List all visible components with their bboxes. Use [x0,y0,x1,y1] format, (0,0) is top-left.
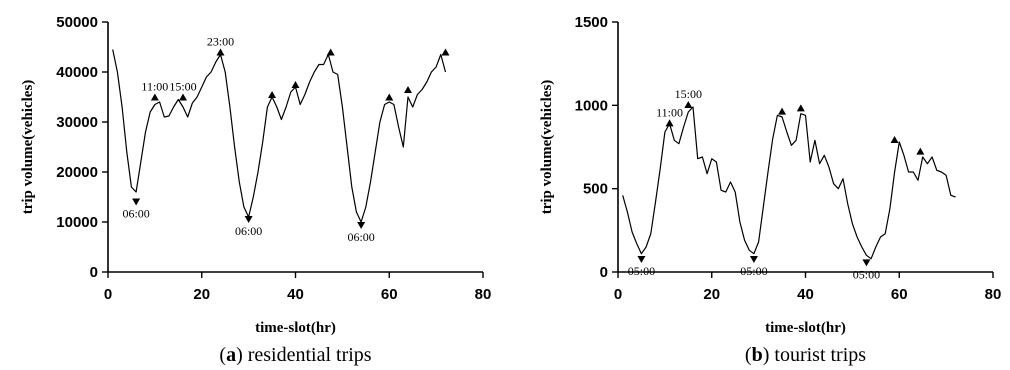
x-tick-label: 20 [193,286,210,303]
y-tick-label: 0 [90,264,98,281]
peak-marker [916,147,925,155]
x-tick-label: 20 [703,286,720,303]
x-tick-label: 80 [985,286,1002,303]
annotation-label: 11:00 [656,105,683,119]
y-tick-label: 1500 [575,14,608,31]
annotation-label: 06:00 [347,230,374,244]
caption-letter: a [226,344,236,366]
caption-close-paren: ) [236,344,248,366]
x-tick-label: 40 [287,286,304,303]
x-tick-label: 0 [614,286,622,303]
figure-caption: (a) residential trips [219,344,371,366]
annotation-label: 05:00 [740,264,767,278]
peak-marker [441,48,450,56]
caption-close-paren: ) [763,344,775,366]
trough-marker [132,198,141,206]
annotation-label: 15:00 [675,87,702,101]
peak-marker [179,93,187,101]
x-tick-label: 80 [475,286,492,303]
peak-marker [404,86,412,93]
x-tick-label: 0 [104,286,112,303]
trough-marker [749,256,758,263]
y-tick-label: 30000 [56,114,98,131]
peak-marker [326,48,335,56]
annotation-label: 06:00 [235,224,262,238]
caption-open-paren: ( [219,344,226,366]
peak-marker [150,93,159,101]
y-tick-label: 20000 [56,164,98,181]
peak-marker [216,48,225,56]
trough-marker [357,222,366,229]
peak-marker [778,107,787,115]
y-tick-label: 50000 [56,14,98,31]
x-axis-title: time-slot(hr) [255,320,336,336]
peak-marker [890,136,899,143]
peak-marker [665,119,674,127]
y-tick-label: 40000 [56,64,98,81]
peak-marker [796,104,805,112]
x-tick-label: 60 [381,286,398,303]
caption-open-paren: ( [745,344,752,366]
annotation-label: 11:00 [141,80,168,94]
peak-marker [385,93,394,101]
trough-marker [862,259,871,267]
caption-text: residential trips [248,344,372,366]
x-axis-title: time-slot(hr) [765,320,846,336]
figure-caption: (b) tourist trips [745,344,866,366]
series-line [622,106,956,260]
y-tick-label: 10000 [56,214,98,231]
x-tick-label: 40 [797,286,814,303]
trough-marker [244,216,253,223]
annotation-label: 05:00 [628,264,655,278]
y-tick-label: 500 [583,181,608,198]
trough-marker [637,256,646,263]
chart-residential-trips: 0 20 40 60 80 0 10000 20000 30000 40000 50000 time-… [20,14,491,366]
y-axis-title: trip volume(vehicles) [539,80,555,215]
peak-marker [291,81,300,88]
caption-text: tourist trips [774,344,866,366]
y-axis-title: trip volume(vehicles) [20,80,36,215]
peak-marker [684,101,693,108]
annotation-label: 15:00 [169,80,196,94]
series-line [112,49,447,223]
annotation-label: 23:00 [207,35,234,49]
y-tick-label: 0 [600,264,608,281]
chart-tourist-trips: 0 20 40 60 80 0 500 1000 1500 time-slot(hr) trip v… [539,14,1001,366]
peak-marker [268,91,277,98]
y-tick-label: 1000 [575,97,608,114]
annotation-label: 06:00 [122,207,149,221]
annotation-label: 05:00 [853,267,880,281]
x-tick-label: 60 [891,286,908,303]
caption-letter: b [752,344,763,366]
